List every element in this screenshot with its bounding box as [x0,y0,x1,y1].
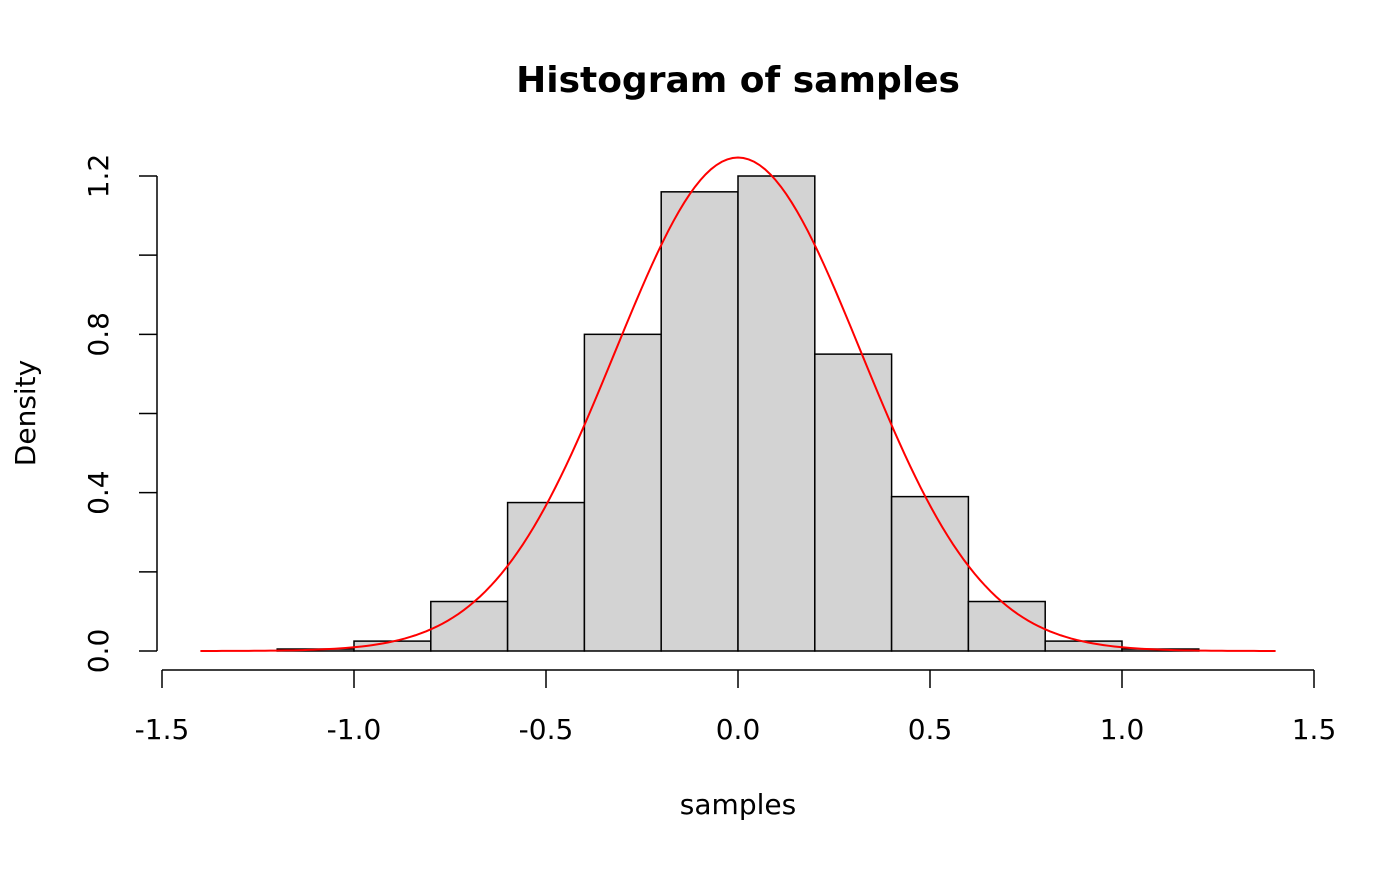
y-axis-label: Density [9,360,42,466]
x-tick-label: -0.5 [519,713,574,746]
y-tick-label: 0.0 [82,629,115,674]
x-tick-label: -1.5 [135,713,190,746]
y-tick-label: 0.8 [82,312,115,357]
histogram-bar [890,495,970,652]
y-tick-label: 0.4 [82,470,115,515]
histogram-bar [967,600,1046,652]
histogram-bar [660,191,739,652]
histogram-bar [506,501,586,652]
x-tick-label: 1.5 [1292,713,1337,746]
density-curve [200,156,1276,652]
x-axis: -1.5 -1.0 -0.5 0.0 0.5 1.0 1.5 [135,669,1337,746]
x-tick-label: 0.5 [908,713,953,746]
bars-group [276,175,1200,652]
x-axis-label: samples [680,788,796,821]
histogram-bar [814,353,893,652]
chart-title: Histogram of samples [516,60,960,101]
x-tick-label: -1.0 [327,713,382,746]
y-tick-label: 1.2 [82,154,115,199]
x-tick-label: 1.0 [1100,713,1145,746]
x-tick-label: 0.0 [716,713,761,746]
density-curve-group [200,156,1276,652]
y-axis: 0.0 0.4 0.8 1.2 [82,154,158,674]
histogram-bar [737,175,816,652]
histogram-bar [583,333,662,652]
histogram-bar [430,600,509,652]
